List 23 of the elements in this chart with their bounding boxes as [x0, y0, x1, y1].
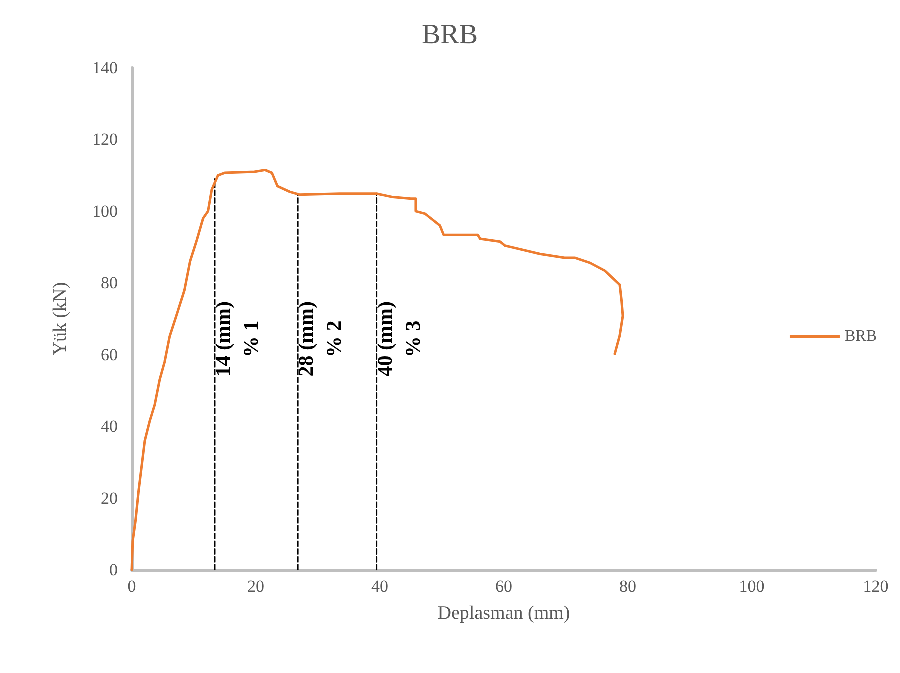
y-tick-label: 100 — [92, 202, 118, 221]
chart-title: BRB — [422, 20, 478, 50]
x-tick-label: 80 — [620, 577, 636, 596]
annotation: 40 (mm) % 3 — [372, 301, 425, 377]
y-axis-title: Yük (kN) — [50, 282, 71, 356]
y-tick-label: 20 — [101, 488, 118, 508]
legend-label: BRB — [844, 328, 877, 345]
y-tick-label: 140 — [92, 58, 118, 78]
y-tick-label: 60 — [101, 345, 118, 364]
y-tick-label: 120 — [92, 130, 118, 150]
annotation: 28 (mm) % 2 — [294, 301, 346, 377]
line-series — [130, 168, 624, 572]
x-tick-label: 0 — [128, 577, 136, 596]
x-tick-label: 20 — [248, 577, 264, 596]
y-tick-label: 40 — [101, 417, 118, 436]
x-tick-label: 120 — [863, 577, 889, 596]
y-tick-label: 0 — [110, 560, 118, 580]
y-tick-label: 80 — [101, 274, 118, 293]
annotation: 14 (mm) % 1 — [211, 301, 264, 377]
x-axis-title: Deplasman (mm) — [438, 603, 570, 624]
x-tick-label: 60 — [496, 577, 512, 596]
x-tick-label: 100 — [739, 577, 765, 596]
x-tick-label: 40 — [372, 577, 388, 596]
